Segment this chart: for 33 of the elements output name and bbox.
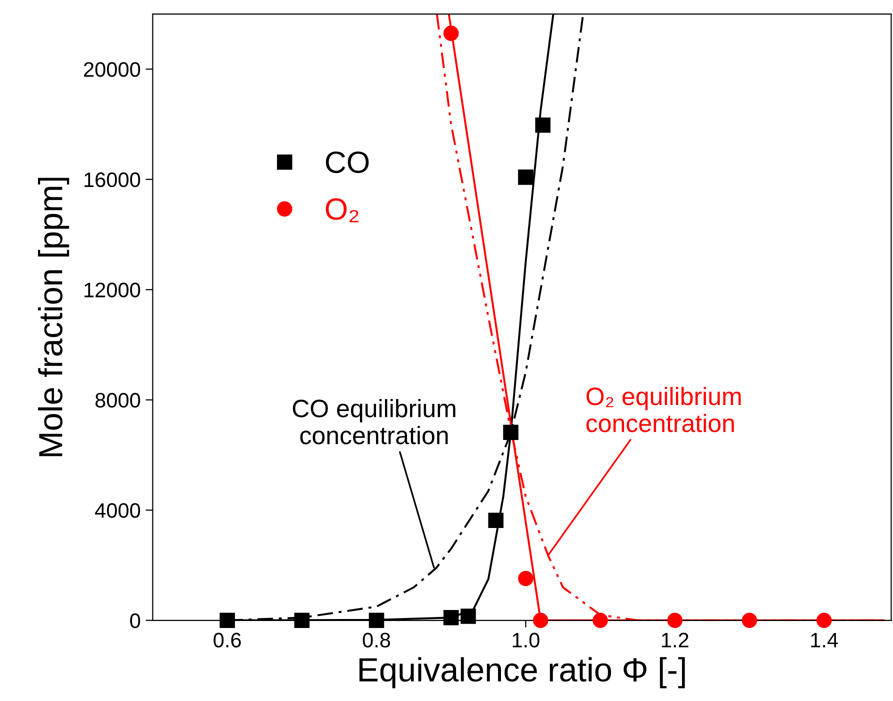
point — [535, 117, 550, 133]
y-tick-label: 16000 — [84, 172, 140, 188]
point — [518, 170, 534, 185]
point — [592, 612, 608, 628]
point — [460, 608, 476, 624]
x-tick-label: 1.4 — [811, 632, 838, 648]
point — [220, 612, 235, 628]
annotation: O₂ equilibrium concentration — [586, 386, 741, 432]
annotation: CO equilibrium concentration — [292, 399, 456, 444]
point — [443, 610, 459, 626]
y-tick-label: 0 — [130, 613, 140, 628]
y-tick-label: 4000 — [95, 503, 140, 518]
y-tick-label: 20000 — [84, 62, 140, 77]
y-axis-title: Mole fraction [ppm] — [38, 178, 70, 456]
y-tick-label: 12000 — [84, 282, 140, 298]
x-tick-label: 1.2 — [662, 632, 688, 648]
point — [532, 612, 548, 628]
x-axis-title: Equivalence ratio Φ [-] — [359, 657, 685, 688]
point — [368, 612, 384, 628]
y-tick-label: 8000 — [95, 392, 140, 408]
legend-label: CO — [326, 151, 369, 174]
x-tick-label: 0.8 — [362, 632, 390, 648]
point — [488, 512, 504, 528]
x-tick-label: 1.0 — [512, 632, 540, 648]
point — [294, 612, 310, 628]
point — [518, 570, 534, 586]
point — [503, 424, 518, 440]
point — [443, 26, 459, 41]
legend-label: O₂ — [326, 198, 358, 222]
point — [742, 612, 758, 628]
x-tick-label: 0.6 — [214, 632, 241, 648]
point — [667, 612, 683, 628]
point — [816, 612, 832, 628]
